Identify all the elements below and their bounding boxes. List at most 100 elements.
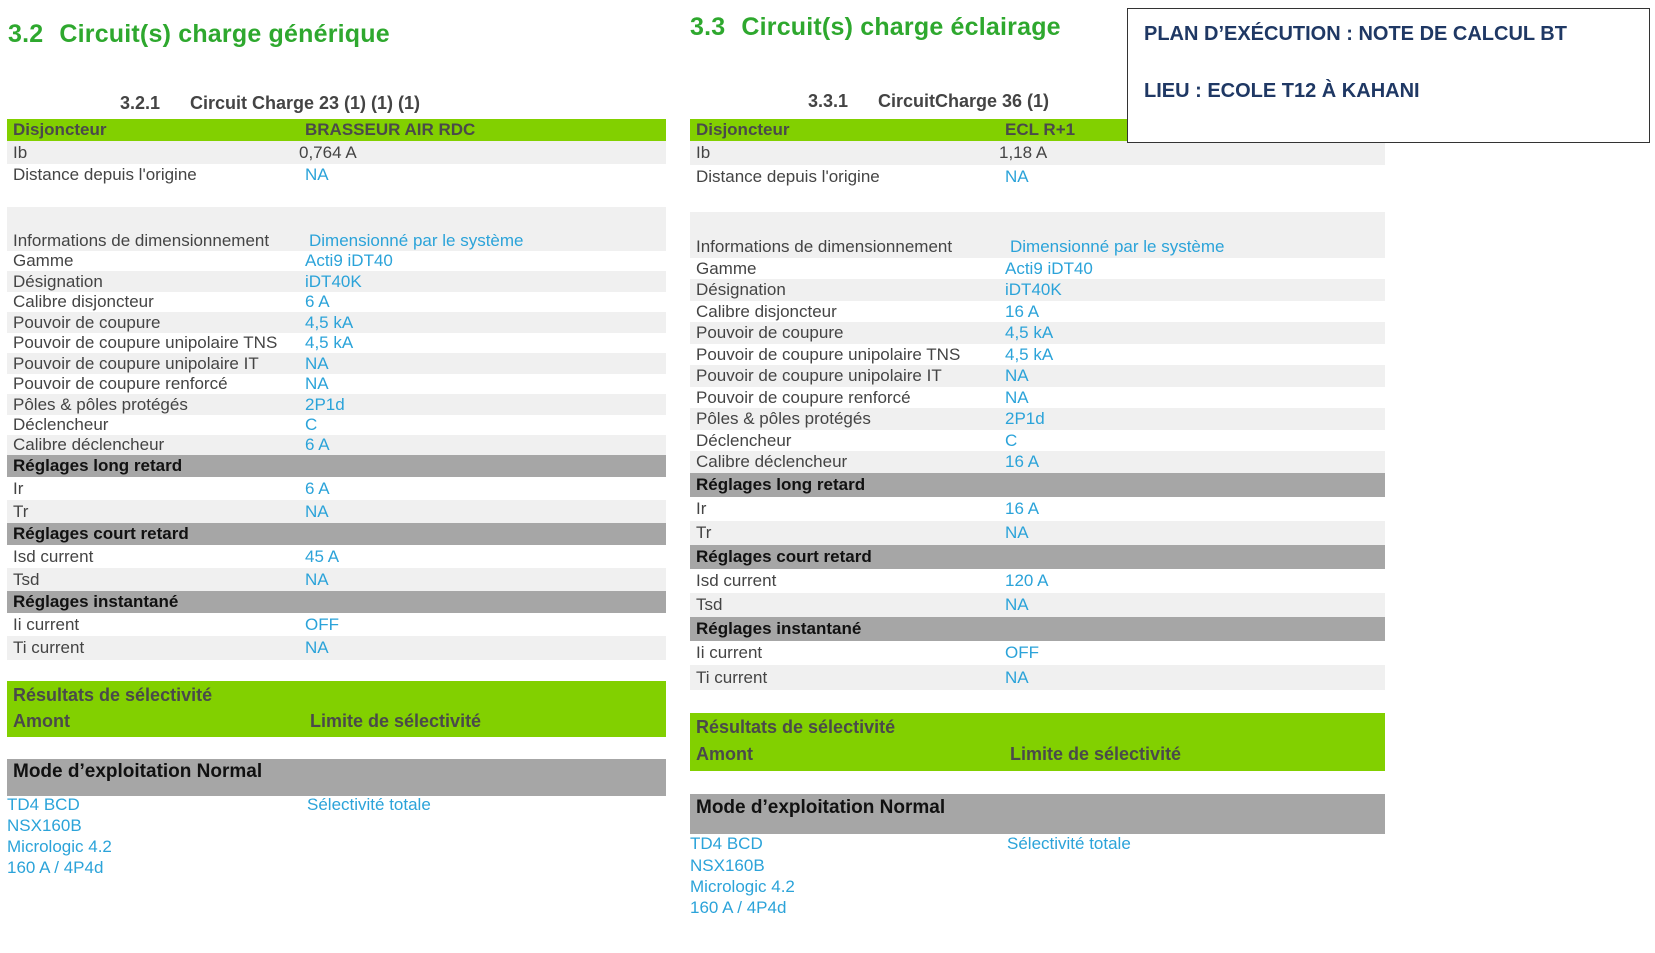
left-selectivity-header: Résultats de sélectivité Amont Limite de… <box>7 681 666 737</box>
spec-value: 4,5 kA <box>305 312 354 332</box>
ib-value: 1,18 A <box>999 143 1048 162</box>
upstream-item: Micrologic 4.2 <box>690 877 795 896</box>
isd-label: Isd current <box>13 546 94 566</box>
section-heading: Circuit(s) charge éclairage <box>741 13 1061 41</box>
info-label: Informations de dimensionnement <box>696 237 953 256</box>
sub-number: 3.3.1 <box>808 91 849 111</box>
isd-row: Isd current 120 A <box>690 569 1385 593</box>
ib-label: Ib <box>13 142 28 162</box>
plan-title: PLAN D’EXÉCUTION : NOTE DE CALCUL BT <box>1144 23 1567 45</box>
ir-value: 6 A <box>305 478 330 498</box>
amont-label: Amont <box>696 744 753 764</box>
ir-row: Ir 16 A <box>690 497 1385 521</box>
spec-value: 16 A <box>1005 452 1040 471</box>
long-retard-label: Réglages long retard <box>696 475 866 494</box>
spec-label: Pôles & pôles protégés <box>13 394 188 414</box>
spec-label: Pouvoir de coupure unipolaire IT <box>13 353 259 373</box>
distance-label: Distance depuis l'origine <box>696 166 880 186</box>
spec-label: Pouvoir de coupure renforcé <box>13 374 228 393</box>
amont-label: Amont <box>13 711 70 731</box>
spec-value: iDT40K <box>1005 280 1062 299</box>
ti-label: Ti current <box>696 667 768 687</box>
spec-label: Pôles & pôles protégés <box>696 409 871 428</box>
spec-label: Désignation <box>696 280 786 299</box>
isd-value: 45 A <box>305 546 340 566</box>
spec-label: Désignation <box>13 271 103 291</box>
info-value: Dimensionné par le système <box>1010 237 1225 256</box>
ib-value: 0,764 A <box>299 142 357 162</box>
spec-row: Calibre disjoncteur 16 A <box>690 301 1385 322</box>
spec-row: Pouvoir de coupure unipolaire IT NA <box>7 353 666 374</box>
selectivity-results-label: Résultats de sélectivité <box>13 685 213 705</box>
instantane-label: Réglages instantané <box>13 592 179 611</box>
disjoncteur-label: Disjoncteur <box>696 120 790 139</box>
spec-label: Pouvoir de coupure <box>696 323 844 342</box>
spec-row: Pôles & pôles protégés 2P1d <box>690 408 1385 430</box>
spec-row: Pouvoir de coupure 4,5 kA <box>7 312 666 333</box>
court-retard-label: Réglages court retard <box>696 547 872 566</box>
selectivity-results-label: Résultats de sélectivité <box>696 717 896 737</box>
ti-row: Ti current NA <box>690 665 1385 690</box>
spacer-row <box>7 207 666 231</box>
spec-value: C <box>305 415 318 434</box>
spec-value: 6 A <box>305 435 330 454</box>
spec-row: Déclencheur C <box>7 415 666 435</box>
distance-value: NA <box>305 165 329 184</box>
spec-label: Calibre disjoncteur <box>13 292 154 311</box>
spec-value: NA <box>1005 387 1029 407</box>
plan-location: LIEU : ECOLE T12 À KAHANI <box>1144 80 1420 102</box>
disjoncteur-row: Disjoncteur BRASSEUR AIR RDC <box>7 119 666 141</box>
left-sub-title: 3.2.1 Circuit Charge 23 (1) (1) (1) <box>120 93 420 114</box>
spec-label: Gamme <box>13 251 74 270</box>
spec-row: Calibre disjoncteur 6 A <box>7 292 666 312</box>
limite-label: Limite de sélectivité <box>310 711 482 731</box>
upstream-item: 160 A / 4P4d <box>7 858 104 877</box>
spec-value: Acti9 iDT40 <box>1005 258 1093 278</box>
spec-value: 2P1d <box>305 394 345 414</box>
info-row: Informations de dimensionnement Dimensio… <box>690 236 1385 258</box>
left-mode-header: Mode d’exploitation Normal <box>7 759 666 796</box>
tr-label: Tr <box>13 501 29 521</box>
ti-value: NA <box>1005 667 1029 687</box>
selectivity-value: Sélectivité totale <box>307 795 431 814</box>
upstream-item: NSX160B <box>690 856 765 875</box>
spec-label: Pouvoir de coupure unipolaire IT <box>696 366 942 385</box>
spec-row: Gamme Acti9 iDT40 <box>690 258 1385 279</box>
right-sub-title: 3.3.1 CircuitCharge 36 (1) <box>808 91 1049 112</box>
left-section-title: 3.2 Circuit(s) charge générique <box>8 20 390 49</box>
spec-row: Pouvoir de coupure renforcé NA <box>7 374 666 394</box>
tsd-value: NA <box>1005 595 1029 614</box>
tsd-label: Tsd <box>696 595 723 614</box>
spec-label: Pouvoir de coupure unipolaire TNS <box>696 344 961 364</box>
sub-heading: CircuitCharge 36 (1) <box>878 91 1050 111</box>
ii-label: Ii current <box>13 614 80 634</box>
court-retard-header: Réglages court retard <box>690 545 1385 569</box>
mode-label: Mode d’exploitation Normal <box>13 761 263 782</box>
tsd-row: Tsd NA <box>690 593 1385 617</box>
long-retard-label: Réglages long retard <box>13 456 183 475</box>
spec-row: Pouvoir de coupure unipolaire TNS 4,5 kA <box>690 344 1385 365</box>
right-section-title: 3.3 Circuit(s) charge éclairage <box>690 13 1061 42</box>
spec-row: Pôles & pôles protégés 2P1d <box>7 394 666 415</box>
spec-row: Gamme Acti9 iDT40 <box>7 251 666 271</box>
instantane-header: Réglages instantané <box>7 591 666 613</box>
isd-label: Isd current <box>696 571 777 590</box>
info-label: Informations de dimensionnement <box>13 231 270 250</box>
spec-label: Pouvoir de coupure <box>13 312 161 332</box>
sub-number: 3.2.1 <box>120 93 161 113</box>
sub-heading: Circuit Charge 23 (1) (1) (1) <box>190 93 421 113</box>
spec-row: Calibre déclencheur 6 A <box>7 435 666 455</box>
spec-value: 6 A <box>305 292 330 311</box>
ii-row: Ii current OFF <box>690 641 1385 665</box>
isd-row: Isd current 45 A <box>7 545 666 568</box>
tr-label: Tr <box>696 523 712 542</box>
ib-row: Ib 0,764 A <box>7 141 666 164</box>
section-number: 3.3 <box>690 13 726 41</box>
spec-label: Déclencheur <box>13 415 109 434</box>
tr-value: NA <box>1005 523 1029 542</box>
spec-value: iDT40K <box>305 271 362 291</box>
spec-label: Pouvoir de coupure renforcé <box>696 387 911 407</box>
info-row: Informations de dimensionnement Dimensio… <box>7 231 666 251</box>
tr-row: Tr NA <box>690 521 1385 545</box>
ib-label: Ib <box>696 143 711 162</box>
